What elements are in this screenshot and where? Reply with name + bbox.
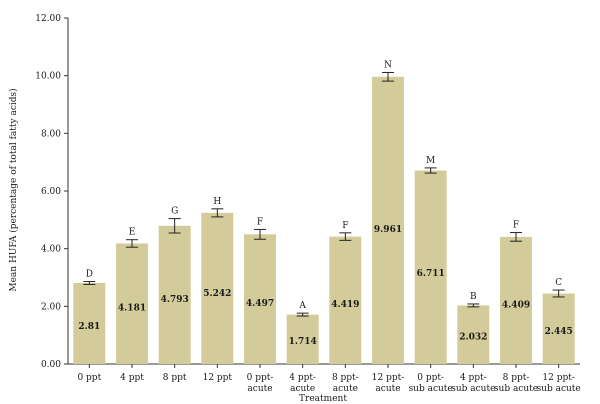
value-label: 9.961 bbox=[374, 225, 402, 235]
value-label: 5.242 bbox=[203, 289, 231, 299]
y-tick-label: 10.00 bbox=[35, 72, 61, 82]
y-tick-label: 2.00 bbox=[41, 302, 61, 312]
x-tick-label-line: acute bbox=[333, 384, 358, 394]
significance-letter: H bbox=[213, 197, 221, 207]
x-tick-label-line: 8 ppt bbox=[163, 373, 187, 383]
bar bbox=[116, 243, 148, 364]
value-label: 2.032 bbox=[459, 332, 487, 342]
x-tick-label: 12 ppt bbox=[203, 373, 233, 383]
x-tick-label-line: 12 ppt- bbox=[372, 373, 405, 383]
chart-axes: 0.00 2.00 4.00 6.00 8.00 10.00 12.00 0 ppt 4 ppt… bbox=[35, 14, 581, 394]
x-tick-label-line: 0 ppt- bbox=[417, 373, 444, 383]
significance-letter: D bbox=[86, 270, 93, 280]
significance-letter: M bbox=[426, 156, 435, 166]
value-label: 4.419 bbox=[331, 300, 359, 310]
x-tick-label-line: 12 ppt- bbox=[542, 373, 575, 383]
bar bbox=[158, 225, 191, 364]
x-tick-label: 12 ppt-acute bbox=[372, 373, 405, 394]
x-tick-label: 8 ppt-acute bbox=[332, 373, 359, 394]
x-tick-label-line: 0 ppt bbox=[77, 373, 101, 383]
significance-letter: G bbox=[171, 207, 178, 217]
x-tick-label-line: 12 ppt bbox=[203, 373, 233, 383]
bar bbox=[286, 314, 319, 364]
significance-letter: B bbox=[470, 292, 477, 302]
value-label: 1.714 bbox=[289, 337, 317, 347]
significance-letter: F bbox=[342, 221, 348, 231]
x-tick-label-line: sub acute bbox=[451, 384, 495, 394]
significance-letter: F bbox=[513, 221, 519, 231]
significance-letter: C bbox=[555, 278, 562, 288]
x-tick-label-line: sub acute bbox=[537, 384, 581, 394]
y-tick-label: 6.00 bbox=[41, 187, 61, 197]
x-tick-label-line: 8 ppt- bbox=[332, 373, 359, 383]
value-label: 4.409 bbox=[502, 300, 530, 310]
significance-letter: N bbox=[384, 60, 392, 70]
x-axis-title: Treatment bbox=[299, 394, 347, 404]
bar bbox=[201, 212, 234, 364]
value-label: 4.497 bbox=[246, 299, 274, 309]
x-tick-label: 8 ppt-sub acute bbox=[494, 373, 538, 394]
value-label: 6.711 bbox=[417, 269, 445, 279]
x-tick-label: 4 ppt bbox=[120, 373, 144, 383]
x-tick-label-line: sub acute bbox=[494, 384, 538, 394]
significance-letter: F bbox=[257, 217, 263, 227]
y-tick-label: 12.00 bbox=[35, 14, 61, 24]
x-tick-label-line: 0 ppt- bbox=[247, 373, 274, 383]
x-tick-label: 4 ppt-acute bbox=[289, 373, 316, 394]
significance-letter: E bbox=[129, 228, 136, 238]
bar bbox=[73, 282, 106, 364]
x-tick-label-line: 8 ppt- bbox=[503, 373, 530, 383]
chart-bars: D 2.81 E 4.181 G 4.793 H 5.242 F 4.497 A 1.714 F 4.41… bbox=[73, 60, 575, 364]
x-tick-label: 8 ppt bbox=[163, 373, 187, 383]
x-tick-label-line: acute bbox=[290, 384, 315, 394]
bar bbox=[457, 305, 490, 364]
bar bbox=[500, 236, 532, 364]
y-tick-label: 4.00 bbox=[41, 245, 61, 255]
x-tick-label-line: 4 ppt- bbox=[289, 373, 316, 383]
y-tick-label: 8.00 bbox=[41, 129, 61, 139]
bar bbox=[244, 234, 276, 364]
value-label: 4.181 bbox=[118, 303, 146, 313]
bar bbox=[372, 76, 404, 364]
x-tick-label-line: sub acute bbox=[409, 384, 453, 394]
x-tick-label: 0 ppt-acute bbox=[247, 373, 274, 394]
bar bbox=[329, 236, 362, 364]
x-tick-label-line: 4 ppt- bbox=[460, 373, 487, 383]
bar bbox=[414, 170, 447, 364]
significance-letter: A bbox=[298, 301, 306, 311]
x-tick-label: 12 ppt-sub acute bbox=[537, 373, 581, 394]
x-tick-label: 0 ppt-sub acute bbox=[409, 373, 453, 394]
value-label: 4.793 bbox=[161, 295, 189, 305]
value-label: 2.81 bbox=[78, 322, 100, 332]
y-axis-title: Mean HUFA (percentage of total fatty aci… bbox=[8, 88, 19, 291]
x-tick-label-line: acute bbox=[375, 384, 400, 394]
x-tick-label-line: acute bbox=[247, 384, 272, 394]
x-tick-label: 4 ppt-sub acute bbox=[451, 373, 495, 394]
x-tick-label-line: 4 ppt bbox=[120, 373, 144, 383]
value-label: 2.445 bbox=[545, 327, 573, 337]
y-tick-label: 0.00 bbox=[41, 360, 61, 370]
bar bbox=[542, 293, 575, 364]
x-tick-label: 0 ppt bbox=[77, 373, 101, 383]
